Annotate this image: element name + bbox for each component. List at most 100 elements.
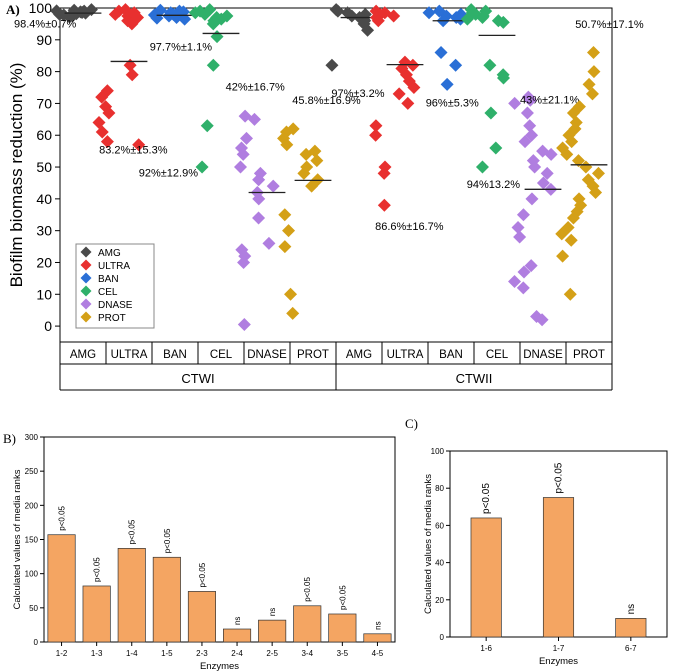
panel-a-mean-annotation: 45.8%±16.9% xyxy=(292,95,361,107)
panel-a-category-label: AMG xyxy=(70,349,96,361)
panel-c-label: C) xyxy=(405,416,418,431)
panel-a-data-point xyxy=(282,224,296,238)
panel-a-data-point xyxy=(516,281,530,295)
panel-b-significance-label: ns xyxy=(373,621,382,629)
panel-a-data-point xyxy=(233,160,247,174)
panel-c-bar xyxy=(470,517,502,638)
panel-a-data-point xyxy=(369,119,383,133)
panel-a-mean-annotation: 50.7%±17.1% xyxy=(575,19,644,31)
panel-c-bar-chart: C) 0 20 40 60 80 100 Calculated values of media… xyxy=(405,416,668,667)
panel-a-data-point xyxy=(528,160,542,174)
panel-b-category-label: 2-4 xyxy=(231,649,243,658)
panel-a-mean-annotation: 42%±16.7% xyxy=(226,82,285,94)
panel-b-category-label: 1-5 xyxy=(161,649,173,658)
panel-a-data-point xyxy=(236,147,250,161)
panel-a-data-point xyxy=(589,185,603,199)
panel-b-ytick-label: 300 xyxy=(25,433,39,442)
panel-a-legend-entry: BAN xyxy=(98,274,119,285)
panel-a-legend-entry: DNASE xyxy=(98,300,133,311)
panel-a-group-label: CTWII xyxy=(456,371,493,386)
panel-a-data-point xyxy=(564,233,578,247)
panel-a-ylabel: Biofilm biomass reduction (%) xyxy=(7,63,26,288)
panel-a-legend-marker xyxy=(80,272,92,284)
panel-a-data-point xyxy=(520,106,534,120)
panel-a-data-point xyxy=(587,46,601,60)
panel-a-data-point xyxy=(125,17,139,31)
panel-a-data-point xyxy=(203,3,217,17)
panel-b-significance-label: p<0.05 xyxy=(198,562,207,587)
panel-b-bar xyxy=(293,605,322,643)
panel-b-ytick-label: 50 xyxy=(29,604,38,613)
panel-a-data-point xyxy=(369,128,383,142)
panel-a-data-point xyxy=(252,173,266,187)
panel-a-data-point xyxy=(517,265,531,279)
panel-b-category-label: 1-4 xyxy=(126,649,138,658)
panel-b-label: B) xyxy=(3,431,16,446)
panel-a-legend-marker xyxy=(80,285,92,297)
panel-a-data-point xyxy=(434,46,448,60)
panel-b-category-label: 1-3 xyxy=(91,649,103,658)
panel-b-bar xyxy=(328,613,357,643)
panel-a-data-point xyxy=(262,236,276,250)
panel-a-data-point xyxy=(95,90,109,104)
panel-a-data-point xyxy=(198,7,212,21)
panel-a-data-point xyxy=(496,15,510,29)
panel-b-significance-label: p<0.05 xyxy=(58,505,67,530)
panel-a-data-point xyxy=(50,4,64,18)
panel-c-bar xyxy=(615,618,647,638)
panel-a-data-point xyxy=(401,96,415,110)
panel-a-mean-annotation: 97.7%±1.1% xyxy=(150,41,213,53)
panel-b-xlabel: Enzymes xyxy=(200,661,239,672)
panel-a-legend-entry: AMG xyxy=(98,248,121,259)
panel-a-data-point xyxy=(253,166,267,180)
panel-a-data-point xyxy=(341,6,355,20)
panel-b-bar xyxy=(82,585,111,643)
panel-a-mean-annotation: 92%±12.9% xyxy=(139,168,198,180)
panel-b-ytick-label: 200 xyxy=(25,501,39,510)
panel-a-data-point xyxy=(377,166,391,180)
panel-a-data-point xyxy=(170,11,184,25)
panel-b-bar xyxy=(258,619,287,643)
panel-a-legend-marker xyxy=(80,259,92,271)
panel-a-data-point xyxy=(540,166,554,180)
panel-a-data-point xyxy=(475,160,489,174)
panel-a-data-point xyxy=(591,166,605,180)
panel-a-data-point xyxy=(297,166,311,180)
panel-a-ytick-label: 90 xyxy=(36,32,52,48)
panel-a-ytick-label: 10 xyxy=(36,286,52,302)
panel-a-category-label: AMG xyxy=(346,349,372,361)
panel-a-data-point xyxy=(84,3,98,17)
panel-a-scatter: A) 0 10 20 30 40 50 60 70 80 90 100 Biofilm biomass … xyxy=(6,0,644,391)
panel-a-legend-entry: ULTRA xyxy=(98,261,130,272)
panel-a-data-point xyxy=(475,11,489,25)
panel-a-data-point xyxy=(252,211,266,225)
panel-a-data-point xyxy=(206,58,220,72)
panel-a-data-point xyxy=(513,230,527,244)
panel-a-data-point xyxy=(563,287,577,301)
panel-a-data-point xyxy=(511,220,525,234)
panel-a-data-point xyxy=(95,125,109,139)
panel-a-data-point xyxy=(422,6,436,20)
panel-b-ytick-label: 250 xyxy=(25,467,39,476)
panel-a-data-point xyxy=(556,249,570,263)
panel-a-data-point xyxy=(195,160,209,174)
panel-a-data-point xyxy=(566,211,580,225)
panel-a-data-point xyxy=(460,12,474,26)
panel-b-category-label: 2-3 xyxy=(196,649,208,658)
panel-b-category-label: 2-5 xyxy=(266,649,278,658)
panel-a-data-point xyxy=(387,9,401,23)
panel-a-data-point xyxy=(535,313,549,327)
panel-a-data-point xyxy=(102,106,116,120)
panel-b-category-label: 3-4 xyxy=(301,649,313,658)
panel-a-data-point xyxy=(237,318,251,332)
panel-a-data-point xyxy=(560,147,574,161)
panel-b-significance-label: ns xyxy=(233,617,242,625)
panel-a-data-point xyxy=(525,192,539,206)
panel-a-data-point xyxy=(544,147,558,161)
panel-a-data-point xyxy=(496,71,510,85)
panel-a-data-point xyxy=(523,119,537,133)
panel-a-data-point xyxy=(407,81,421,95)
panel-a-data-point xyxy=(210,30,224,44)
panel-b-ytick-label: 100 xyxy=(25,570,39,579)
